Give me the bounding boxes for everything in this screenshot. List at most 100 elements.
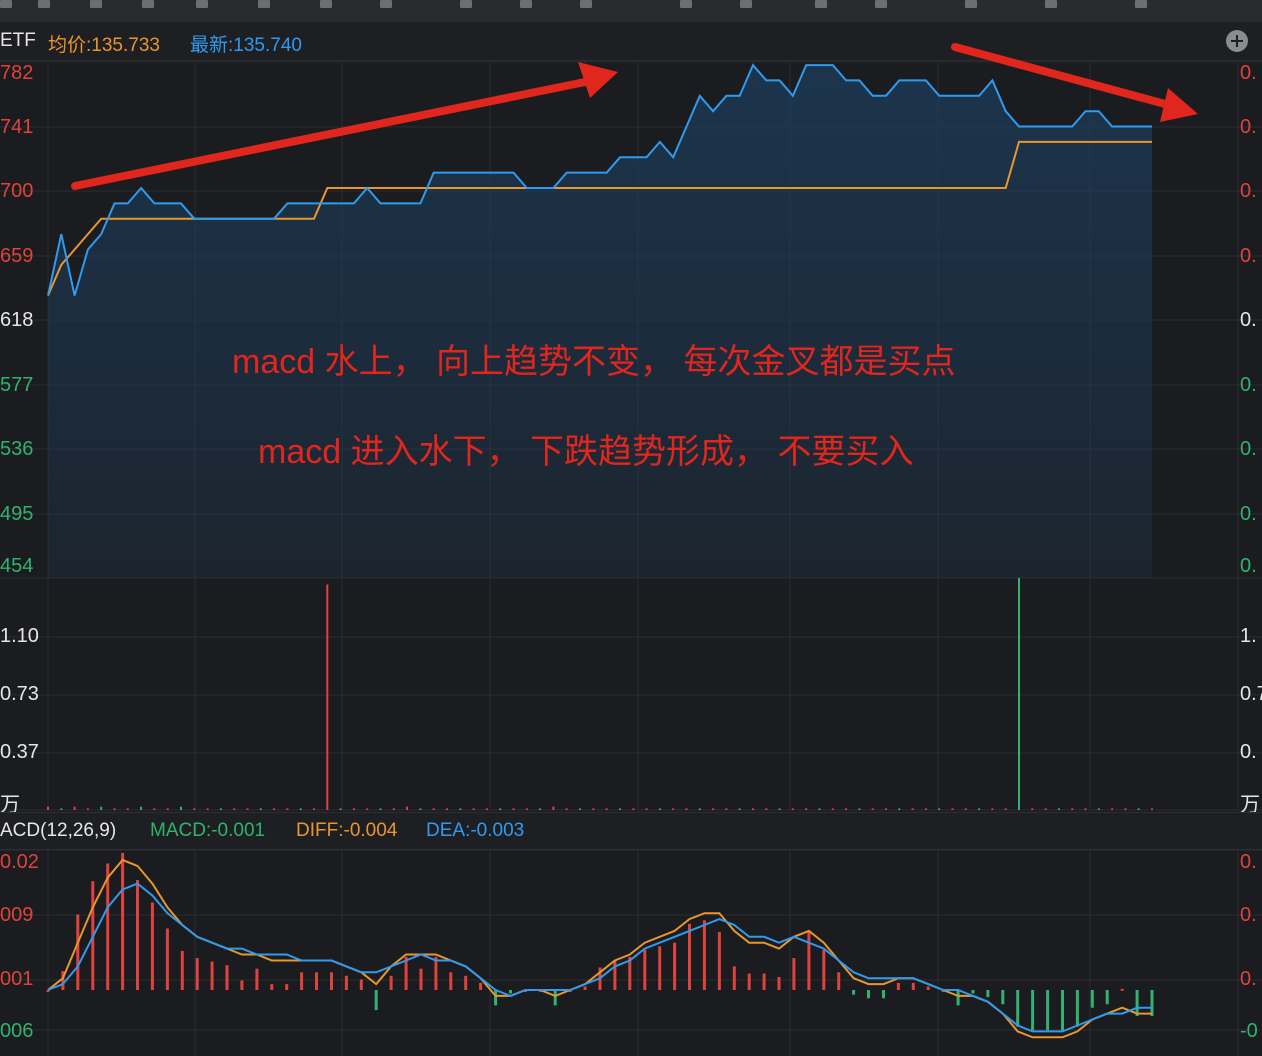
volume-bar bbox=[299, 808, 302, 810]
volume-bar bbox=[126, 808, 129, 810]
toolbar-icon[interactable] bbox=[258, 0, 270, 8]
macd-bar bbox=[882, 990, 885, 999]
macd-bar bbox=[837, 972, 841, 990]
macd-bar bbox=[628, 956, 632, 990]
toolbar-icon[interactable] bbox=[0, 0, 12, 8]
volume-bar bbox=[845, 808, 848, 810]
axis-label: 618 bbox=[0, 309, 34, 331]
volume-bar bbox=[619, 808, 621, 810]
axis-label: 0. bbox=[1240, 904, 1257, 926]
volume-bar bbox=[1031, 808, 1034, 810]
axis-label: 0.73 bbox=[0, 683, 39, 705]
macd-bar bbox=[896, 982, 900, 990]
macd-bar bbox=[270, 984, 274, 990]
diff-value: DIFF:-0.004 bbox=[296, 820, 398, 841]
volume-bar bbox=[898, 808, 901, 810]
volume-bar bbox=[911, 808, 914, 810]
macd-bar bbox=[1061, 990, 1064, 1031]
axis-label: 577 bbox=[0, 374, 34, 396]
volume-bar bbox=[406, 806, 409, 810]
macd-histogram bbox=[46, 852, 1154, 1031]
axis-label: 0. bbox=[1240, 62, 1257, 84]
annotation-arrows bbox=[71, 43, 1198, 190]
volume-bar bbox=[685, 808, 688, 810]
toolbar-icon[interactable] bbox=[1135, 0, 1147, 8]
macd-bar bbox=[76, 914, 80, 990]
macd-bar bbox=[285, 984, 289, 990]
plus-circle-icon[interactable] bbox=[1226, 30, 1248, 52]
volume-bar bbox=[512, 808, 515, 810]
toolbar-icon[interactable] bbox=[460, 0, 472, 8]
axis-label: 0. bbox=[1240, 968, 1257, 990]
volume-bar bbox=[752, 808, 754, 810]
diff-line bbox=[47, 858, 1152, 1039]
macd-bar bbox=[509, 990, 512, 994]
macd-bar bbox=[1105, 990, 1109, 1005]
volume-bar bbox=[446, 808, 448, 810]
volume-bar bbox=[1084, 808, 1087, 810]
volume-bar bbox=[499, 808, 502, 810]
macd-bar bbox=[479, 982, 483, 990]
axis-label: 0. bbox=[1240, 503, 1257, 525]
axis-label: 0.02 bbox=[0, 851, 39, 873]
macd-bar bbox=[434, 956, 438, 990]
axis-label: 0. bbox=[1240, 374, 1257, 396]
toolbar-icon[interactable] bbox=[142, 0, 154, 8]
toolbar-icon[interactable] bbox=[965, 0, 977, 8]
toolbar-icon[interactable] bbox=[520, 0, 532, 8]
macd-bar bbox=[255, 968, 259, 990]
toolbar-icon[interactable] bbox=[38, 0, 50, 8]
volume-bar bbox=[645, 808, 648, 810]
toolbar-icon[interactable] bbox=[875, 0, 887, 8]
axis-label: 006 bbox=[0, 1020, 34, 1042]
volume-bar bbox=[100, 806, 103, 810]
axis-label: 0. bbox=[1240, 116, 1257, 138]
toolbar-icon[interactable] bbox=[740, 0, 752, 8]
macd-bar bbox=[121, 852, 125, 990]
macd-value: MACD:-0.001 bbox=[150, 820, 266, 841]
toolbar-icon[interactable] bbox=[320, 0, 332, 8]
axis-label: 0. bbox=[1240, 245, 1257, 267]
volume-bar bbox=[712, 808, 715, 810]
toolbar-icon[interactable] bbox=[1045, 0, 1057, 8]
volume-bar bbox=[1137, 808, 1140, 810]
axis-label: 700 bbox=[0, 180, 34, 202]
volume-bar bbox=[352, 808, 355, 810]
price-area bbox=[48, 65, 1152, 579]
macd-bar bbox=[494, 990, 498, 1006]
axis-label: 782 bbox=[0, 62, 34, 84]
toolbar-icon[interactable] bbox=[380, 0, 392, 8]
macd-bar bbox=[717, 932, 721, 990]
macd-bar bbox=[867, 990, 870, 999]
volume-bar bbox=[1111, 808, 1114, 810]
volume-bar bbox=[951, 808, 954, 810]
volume-bar bbox=[725, 808, 728, 810]
volume-bar bbox=[485, 808, 488, 810]
toolbar-icon[interactable] bbox=[196, 0, 208, 8]
macd-bar bbox=[136, 880, 139, 990]
macd-bar bbox=[688, 923, 691, 990]
toolbar-icon[interactable] bbox=[815, 0, 827, 8]
macd-bar bbox=[673, 942, 677, 990]
macd-bar bbox=[1150, 990, 1154, 1016]
volume-bar bbox=[472, 808, 475, 810]
arrow-head bbox=[578, 62, 618, 98]
macd-bar bbox=[449, 972, 453, 990]
axis-label: 1.10 bbox=[0, 625, 39, 647]
symbol-name: ETF bbox=[0, 30, 36, 51]
macd-bar bbox=[852, 990, 856, 995]
axis-label: 0. bbox=[1240, 438, 1257, 460]
macd-bar bbox=[165, 928, 169, 990]
macd-bar bbox=[195, 958, 199, 990]
volume-bar bbox=[632, 808, 635, 810]
macd-bar bbox=[464, 975, 468, 990]
axis-label: 万 bbox=[0, 794, 20, 816]
axis-label: 495 bbox=[0, 503, 34, 525]
macd-bar bbox=[553, 990, 557, 1006]
toolbar-icon[interactable] bbox=[680, 0, 692, 8]
toolbar-icon[interactable] bbox=[580, 0, 592, 8]
volume-bar bbox=[286, 808, 289, 810]
macd-bar bbox=[150, 902, 154, 990]
toolbar-icon[interactable] bbox=[90, 0, 102, 8]
quote-info-bar: ETF 均价:135.733 最新:135.740 bbox=[0, 22, 1262, 61]
